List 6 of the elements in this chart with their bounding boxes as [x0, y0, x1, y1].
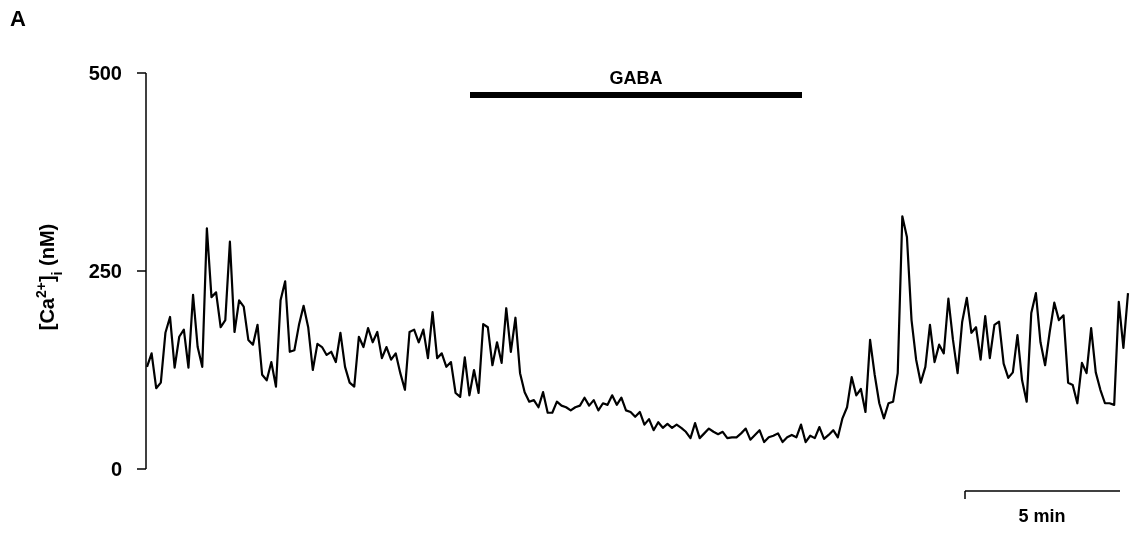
annotation: GABA [609, 68, 663, 88]
y-tick-label: 0 [110, 458, 122, 480]
chart-title: A [10, 6, 26, 31]
y-tick-label: 500 [88, 62, 122, 84]
text: 5 min [1018, 506, 1066, 526]
y-tick-label: 250 [88, 260, 122, 282]
